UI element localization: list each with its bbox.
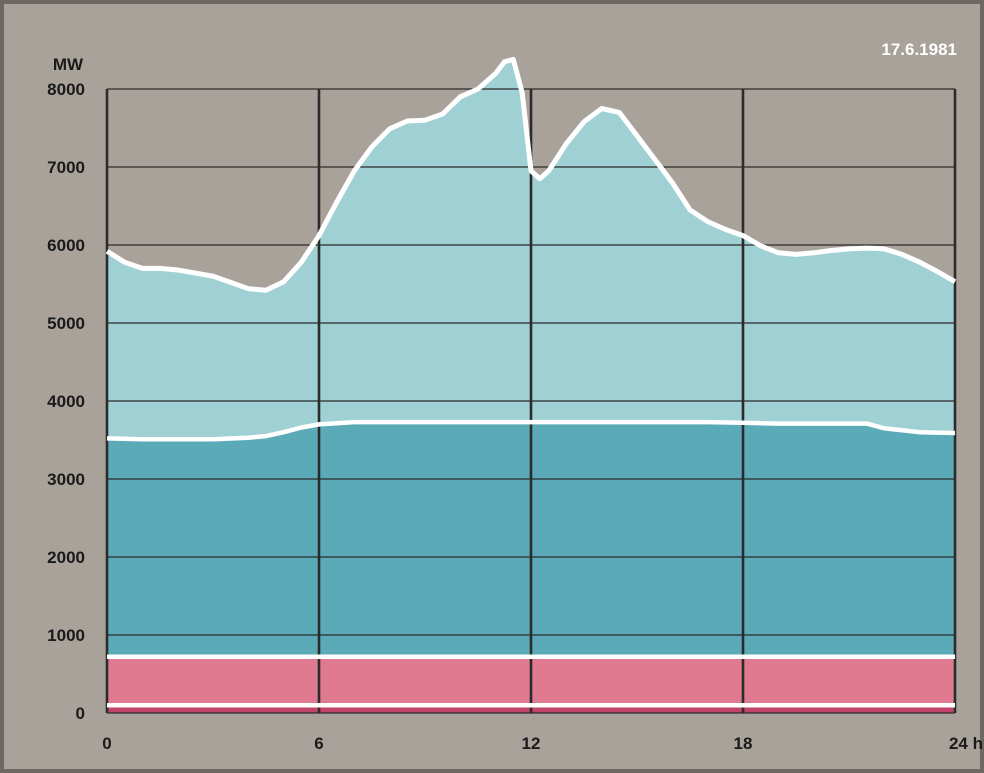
y-tick-label: 5000 [47,314,85,333]
y-axis-tick-labels: 0 1000 2000 3000 4000 5000 6000 7000 8000 [47,80,85,723]
y-tick-label: 3000 [47,470,85,489]
y-tick-label: 1000 [47,626,85,645]
y-tick-label: 4000 [47,392,85,411]
y-axis-unit-label: MW [53,55,84,74]
y-tick-label: 7000 [47,158,85,177]
x-axis-tick-labels: 0 6 12 18 24 h [102,734,983,753]
x-tick-label: 18 [734,734,753,753]
x-tick-label: 12 [522,734,541,753]
y-tick-label: 8000 [47,80,85,99]
grid-layer [105,88,957,714]
x-tick-label: 0 [102,734,111,753]
series-boundary-line [106,419,956,442]
series-boundary-line [105,56,957,293]
separators-layer [105,56,957,708]
date-label: 17.6.1981 [881,40,957,59]
x-tick-label: 24 h [949,734,983,753]
x-tick-label: 6 [314,734,323,753]
y-tick-label: 2000 [47,548,85,567]
y-tick-label: 6000 [47,236,85,255]
y-tick-label: 0 [76,704,85,723]
